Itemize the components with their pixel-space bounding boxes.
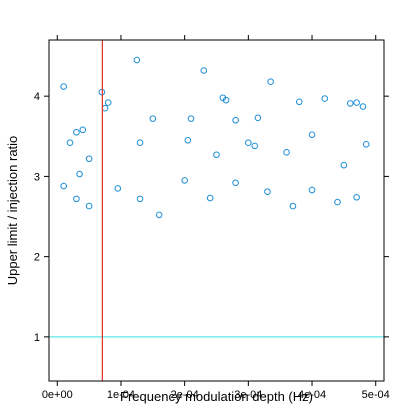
data-point bbox=[267, 78, 274, 86]
data-point bbox=[346, 100, 354, 107]
data-point bbox=[200, 67, 208, 74]
data-point bbox=[136, 139, 144, 146]
reference-lines bbox=[49, 40, 384, 381]
data-point bbox=[213, 151, 220, 159]
data-point bbox=[308, 131, 316, 138]
data-point bbox=[340, 161, 348, 169]
data-point bbox=[85, 155, 93, 163]
x-tick-label: 1e-04 bbox=[107, 389, 135, 401]
data-point bbox=[289, 202, 297, 210]
data-point bbox=[85, 202, 93, 210]
x-tick-label: 0e+00 bbox=[42, 389, 73, 401]
data-point bbox=[76, 170, 83, 178]
y-axis: 1 2 3 4 bbox=[34, 91, 389, 344]
y-tick-label: 3 bbox=[34, 171, 40, 183]
data-point bbox=[359, 103, 367, 110]
data-point bbox=[60, 83, 67, 90]
y-tick-label: 1 bbox=[34, 332, 40, 344]
data-point bbox=[283, 149, 290, 156]
data-points bbox=[60, 56, 370, 219]
x-axis: 0e+00 1e-04 2e-04 3e-04 4e-04 5e-04 bbox=[42, 35, 390, 401]
data-point bbox=[79, 126, 87, 134]
data-point bbox=[136, 195, 144, 203]
data-point bbox=[353, 99, 360, 106]
data-point bbox=[222, 96, 230, 104]
data-point bbox=[73, 128, 80, 136]
plot-frame bbox=[48, 39, 385, 382]
data-point bbox=[245, 139, 252, 146]
data-point bbox=[321, 95, 329, 102]
data-point bbox=[264, 188, 271, 195]
x-tick-label: 5e-04 bbox=[362, 389, 390, 401]
data-point bbox=[66, 139, 74, 146]
x-axis-title: Frequency modulation depth (Hz) bbox=[120, 389, 313, 404]
data-point bbox=[60, 182, 67, 190]
data-point bbox=[73, 195, 80, 203]
data-point bbox=[101, 104, 109, 112]
data-point bbox=[251, 142, 259, 150]
data-point bbox=[308, 186, 316, 194]
data-point bbox=[362, 141, 370, 148]
data-point bbox=[353, 193, 360, 201]
data-point bbox=[254, 114, 262, 122]
x-tick-label: 2e-04 bbox=[171, 389, 199, 401]
data-point bbox=[149, 115, 157, 122]
data-point bbox=[181, 177, 188, 184]
data-point bbox=[114, 185, 122, 192]
data-point bbox=[232, 116, 239, 124]
x-tick-label: 3e-04 bbox=[234, 389, 262, 401]
data-point bbox=[133, 56, 141, 64]
data-point bbox=[187, 115, 195, 122]
y-axis-title: Upper limit / injection ratio bbox=[5, 136, 20, 286]
data-point bbox=[155, 211, 163, 219]
y-tick-label: 2 bbox=[34, 252, 40, 264]
data-point bbox=[232, 179, 239, 187]
x-tick-label: 4e-04 bbox=[298, 389, 326, 401]
data-point bbox=[104, 99, 112, 106]
data-point bbox=[295, 98, 303, 106]
data-point bbox=[184, 136, 192, 144]
data-point bbox=[206, 194, 214, 202]
data-point bbox=[334, 198, 341, 206]
y-tick-label: 4 bbox=[34, 91, 40, 103]
